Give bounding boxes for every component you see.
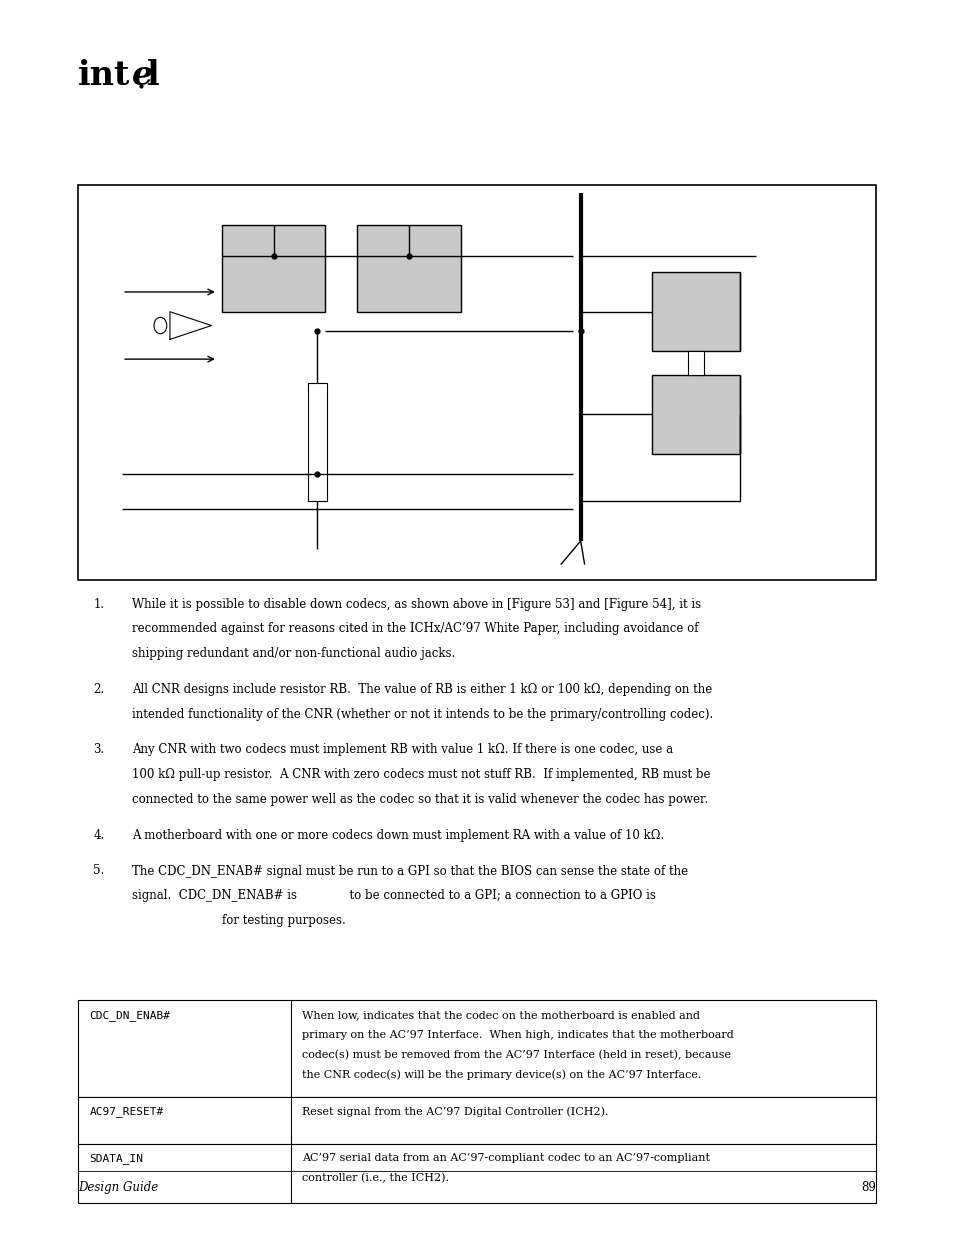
Text: All CNR designs include resistor RB.  The value of RB is either 1 kΩ or 100 kΩ, : All CNR designs include resistor RB. The… (132, 683, 711, 697)
Text: Reset signal from the AC’97 Digital Controller (ICH2).: Reset signal from the AC’97 Digital Cont… (302, 1107, 608, 1118)
Bar (221, 225, 325, 311)
Text: intended functionality of the CNR (whether or not it intends to be the primary/c: intended functionality of the CNR (wheth… (132, 708, 712, 721)
Text: the CNR codec(s) will be the primary device(s) on the AC’97 Interface.: the CNR codec(s) will be the primary dev… (302, 1070, 701, 1081)
Text: signal.  CDC_DN_ENAB# is              to be connected to a GPI; a connection to : signal. CDC_DN_ENAB# is to be connected … (132, 889, 655, 903)
Text: int: int (78, 59, 131, 93)
Text: AC’97 serial data from an AC’97-compliant codec to an AC’97-compliant: AC’97 serial data from an AC’97-complian… (302, 1153, 710, 1163)
Text: connected to the same power well as the codec so that it is valid whenever the c: connected to the same power well as the … (132, 793, 707, 806)
Text: 4.: 4. (93, 829, 105, 842)
Text: e: e (132, 59, 152, 93)
Text: CDC_DN_ENAB#: CDC_DN_ENAB# (90, 1010, 171, 1021)
Text: When low, indicates that the codec on the motherboard is enabled and: When low, indicates that the codec on th… (302, 1010, 700, 1020)
Bar (78, 1000, 875, 1097)
Text: Any CNR with two codecs must implement RB with value 1 kΩ. If there is one codec: Any CNR with two codecs must implement R… (132, 743, 672, 757)
Text: controller (i.e., the ICH2).: controller (i.e., the ICH2). (302, 1173, 449, 1183)
Bar (357, 225, 460, 311)
Text: AC97_RESET#: AC97_RESET# (90, 1107, 164, 1118)
Bar (78, 185, 875, 580)
Text: SDATA_IN: SDATA_IN (90, 1153, 144, 1165)
Text: Design Guide: Design Guide (78, 1181, 158, 1194)
Text: While it is possible to disable down codecs, as shown above in [Figure 53] and [: While it is possible to disable down cod… (132, 598, 700, 611)
Bar (78, 1097, 875, 1144)
Text: codec(s) must be removed from the AC’97 Interface (held in reset), because: codec(s) must be removed from the AC’97 … (302, 1050, 731, 1060)
Text: l: l (147, 59, 159, 93)
Text: A motherboard with one or more codecs down must implement RA with a value of 10 : A motherboard with one or more codecs do… (132, 829, 663, 842)
Text: The CDC_DN_ENAB# signal must be run to a GPI so that the BIOS can sense the stat: The CDC_DN_ENAB# signal must be run to a… (132, 864, 687, 878)
Text: 100 kΩ pull-up resistor.  A CNR with zero codecs must not stuff RB.  If implemen: 100 kΩ pull-up resistor. A CNR with zero… (132, 768, 709, 782)
Text: 3.: 3. (93, 743, 105, 757)
Text: 5.: 5. (93, 864, 105, 878)
Bar (78, 1144, 875, 1203)
Text: primary on the AC’97 Interface.  When high, indicates that the motherboard: primary on the AC’97 Interface. When hig… (302, 1030, 734, 1040)
Bar (652, 272, 740, 351)
Text: recommended against for reasons cited in the ICHx/AC’97 White Paper, including a: recommended against for reasons cited in… (132, 622, 698, 636)
Bar (307, 383, 327, 501)
Text: shipping redundant and/or non-functional audio jacks.: shipping redundant and/or non-functional… (132, 647, 455, 661)
Bar (688, 351, 703, 375)
Text: 1.: 1. (93, 598, 105, 611)
Text: 2.: 2. (93, 683, 105, 697)
Text: 89: 89 (860, 1181, 875, 1194)
Polygon shape (170, 311, 212, 340)
Text: for testing purposes.: for testing purposes. (132, 914, 345, 927)
Bar (652, 375, 740, 454)
